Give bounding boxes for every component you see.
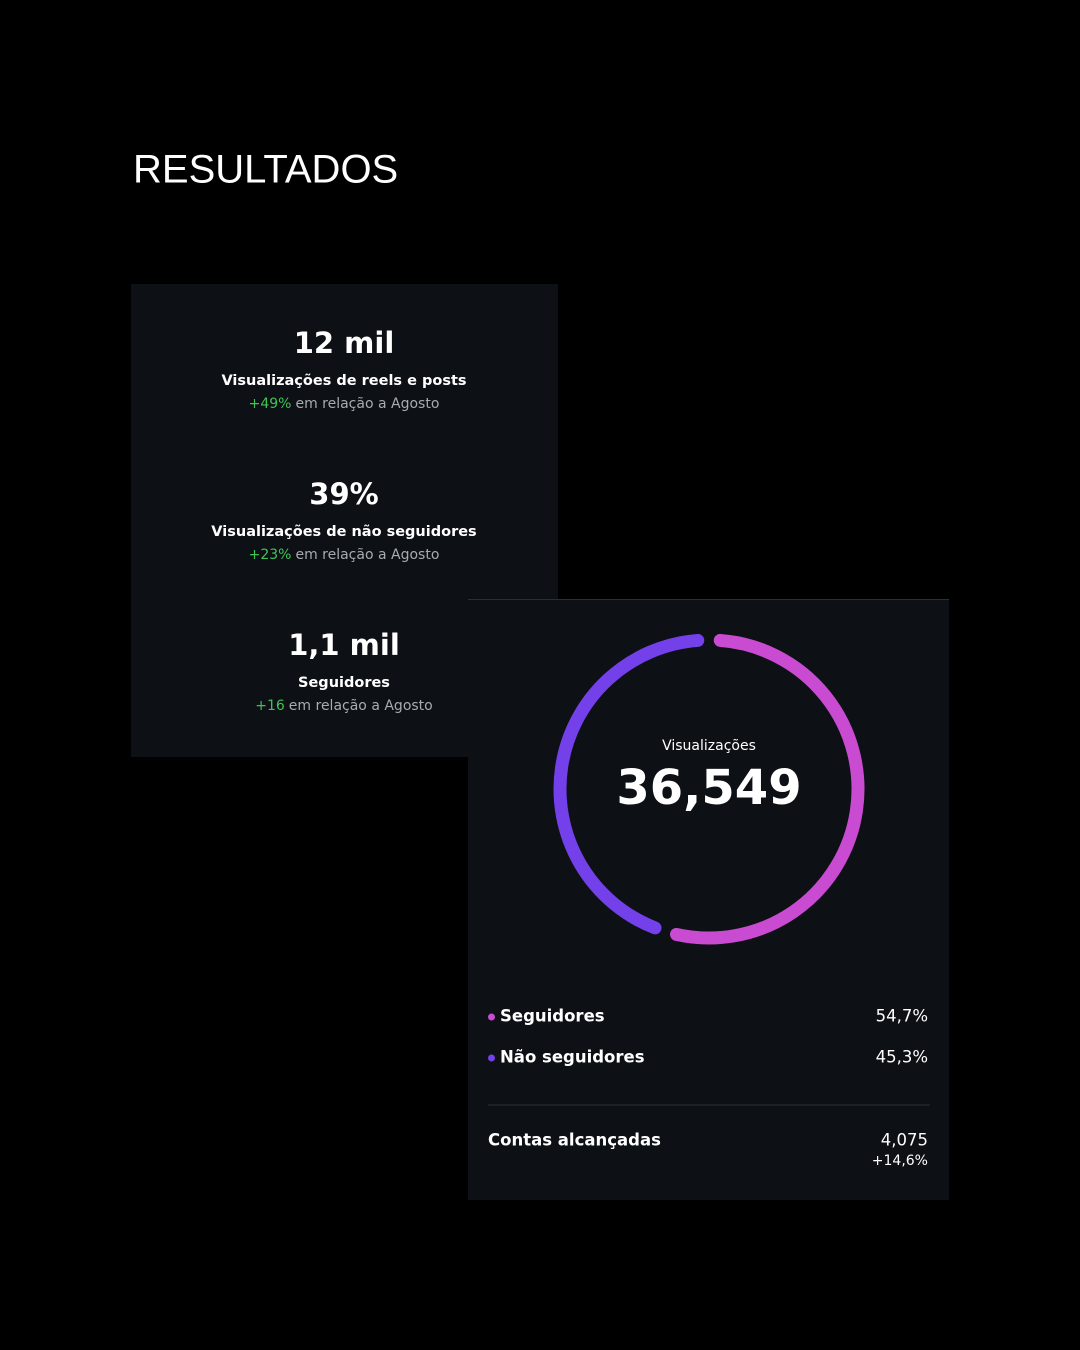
legend-dot: [488, 1054, 495, 1062]
legend-value: 54,7%: [876, 1007, 928, 1026]
stat-change-line: +23% em relação a Agosto: [249, 547, 440, 563]
stat-comparison: em relação a Agosto: [295, 547, 439, 563]
legend-label: Seguidores: [500, 1007, 605, 1026]
legend-label: Não seguidores: [500, 1048, 645, 1067]
stat-value: 1,1 mil: [288, 628, 400, 662]
chart-card: [468, 599, 949, 1200]
page-title: RESULTADOS: [133, 148, 398, 192]
center-label: Visualizações: [662, 738, 756, 754]
summary-label: Contas alcançadas: [488, 1131, 661, 1150]
donut-segment: [553, 633, 705, 935]
stat-change: +16: [255, 698, 285, 714]
stat-label: Visualizações de reels e posts: [221, 373, 466, 389]
legend-value: 45,3%: [876, 1048, 928, 1067]
summary-change: +14,6%: [872, 1153, 928, 1169]
center-value: 36,549: [616, 760, 801, 816]
stat-comparison: em relação a Agosto: [295, 396, 439, 412]
stat-change: +49%: [249, 396, 292, 412]
stat-comparison: em relação a Agosto: [289, 698, 433, 714]
stat-change-line: +49% em relação a Agosto: [249, 396, 440, 412]
stat-value: 12 mil: [294, 326, 395, 360]
stat-label: Visualizações de não seguidores: [211, 524, 476, 540]
stat-label: Seguidores: [298, 675, 390, 691]
donut-segment: [669, 633, 865, 945]
stat-change: +23%: [249, 547, 292, 563]
summary-value: 4,075: [881, 1131, 928, 1150]
stat-change-line: +16 em relação a Agosto: [255, 698, 432, 714]
legend-dot: [488, 1013, 495, 1021]
stat-value: 39%: [309, 477, 378, 511]
